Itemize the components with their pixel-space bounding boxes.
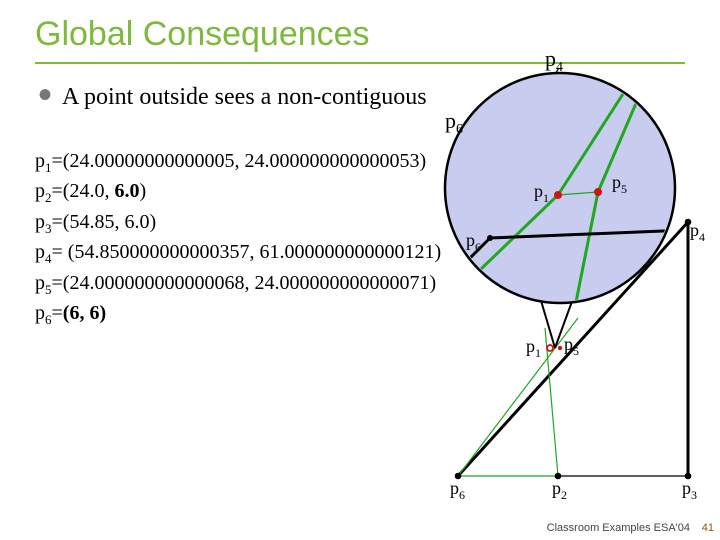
svg-text:p2: p2 — [552, 478, 567, 502]
svg-text:p6: p6 — [445, 108, 463, 137]
svg-text:p3: p3 — [682, 478, 697, 502]
svg-text:p6: p6 — [450, 478, 465, 502]
page-number: 41 — [702, 522, 714, 534]
diagram: p6p2p3p1p5p1p5p6p4p6p4 — [0, 0, 720, 540]
svg-text:p1: p1 — [526, 336, 541, 360]
footer-text: Classroom Examples ESA'04 — [547, 522, 690, 534]
svg-text:p4: p4 — [690, 220, 705, 244]
svg-text:p4: p4 — [545, 46, 563, 75]
